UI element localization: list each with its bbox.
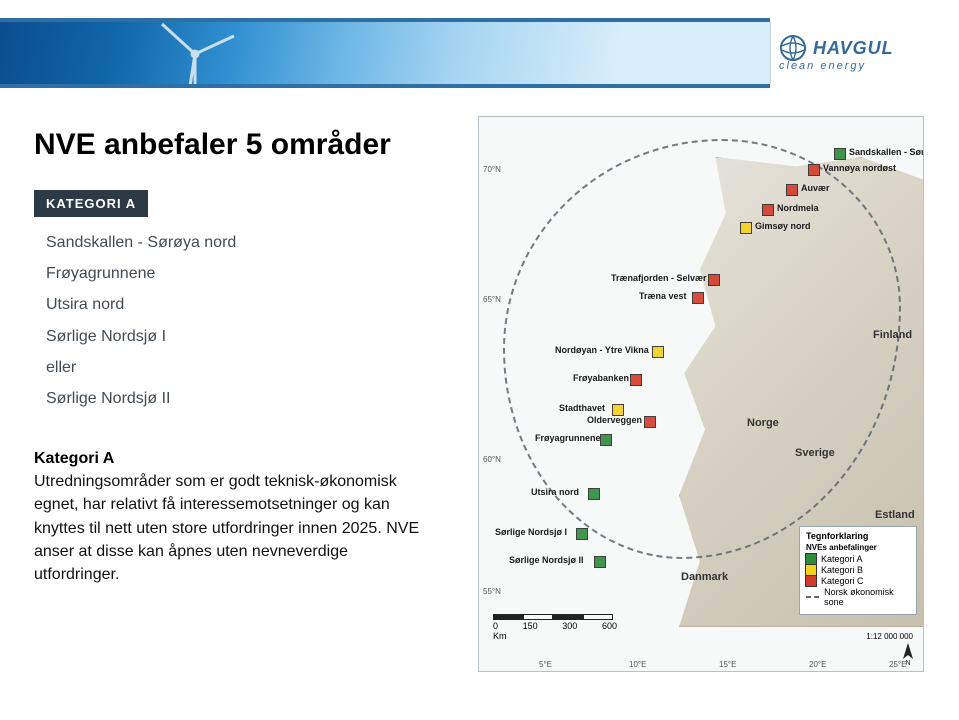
site-marker bbox=[709, 275, 719, 285]
site-label: Frøyagrunnene bbox=[535, 433, 601, 443]
site-marker bbox=[763, 205, 773, 215]
country-label-sverige: Sverige bbox=[795, 447, 835, 459]
legend-subtitle: NVEs anbefalinger bbox=[806, 543, 910, 552]
list-item: Sørlige Nordsjø II bbox=[46, 383, 464, 414]
site-marker bbox=[613, 405, 623, 415]
site-marker bbox=[631, 375, 641, 385]
map-panel: 70°N 65°N 60°N 55°N 5°E 10°E 15°E 20°E 2… bbox=[478, 116, 924, 672]
site-marker bbox=[693, 293, 703, 303]
header-bottom-stripe bbox=[0, 84, 770, 88]
legend-row: Kategori A bbox=[806, 554, 910, 564]
list-item: Sandskallen - Sørøya nord bbox=[46, 227, 464, 258]
legend-row: Kategori B bbox=[806, 565, 910, 575]
country-label-norge: Norge bbox=[747, 417, 779, 429]
site-label: Auvær bbox=[801, 183, 830, 193]
site-marker bbox=[809, 165, 819, 175]
scale-tick: 300 bbox=[562, 621, 577, 631]
swatch-eez bbox=[806, 596, 819, 598]
site-marker bbox=[645, 417, 655, 427]
scale-tick: 0 bbox=[493, 621, 498, 631]
country-label-finland: Finland bbox=[873, 329, 912, 341]
legend-label: Kategori C bbox=[821, 576, 864, 586]
list-item: eller bbox=[46, 352, 464, 383]
site-marker bbox=[601, 435, 611, 445]
legend-label: Kategori A bbox=[821, 554, 863, 564]
site-marker bbox=[741, 223, 751, 233]
brand-name: HAVGUL bbox=[813, 38, 894, 59]
globe-icon bbox=[779, 34, 807, 62]
svg-text:N: N bbox=[905, 660, 910, 665]
header-photo bbox=[0, 22, 770, 84]
lon-tick: 20°E bbox=[809, 660, 826, 669]
country-label-estland: Estland bbox=[875, 509, 915, 521]
lon-tick: 15°E bbox=[719, 660, 736, 669]
swatch-a bbox=[806, 554, 816, 564]
site-marker bbox=[787, 185, 797, 195]
legend-label: Norsk økonomisk sone bbox=[824, 587, 910, 607]
site-label: Utsira nord bbox=[531, 487, 579, 497]
lat-tick: 55°N bbox=[483, 587, 501, 596]
swatch-c bbox=[806, 576, 816, 586]
category-badge: KATEGORI A bbox=[34, 190, 148, 217]
site-label: Stadthavet bbox=[559, 403, 605, 413]
list-item: Frøyagrunnene bbox=[46, 258, 464, 289]
brand-logo: HAVGUL clean energy bbox=[770, 22, 940, 84]
site-label: Sørlige Nordsjø II bbox=[509, 555, 584, 565]
lon-tick: 10°E bbox=[629, 660, 646, 669]
site-label: Vannøya nordøst bbox=[823, 163, 896, 173]
lat-tick: 65°N bbox=[483, 295, 501, 304]
list-item: Utsira nord bbox=[46, 289, 464, 320]
legend-row: Kategori C bbox=[806, 576, 910, 586]
country-label-danmark: Danmark bbox=[681, 571, 728, 583]
brand-tagline: clean energy bbox=[779, 60, 940, 72]
map-scale-ratio: 1:12 000 000 bbox=[866, 632, 913, 641]
category-list: Sandskallen - Sørøya nord Frøyagrunnene … bbox=[36, 221, 464, 424]
north-arrow-icon: N bbox=[899, 643, 917, 665]
description-block: Kategori A Utredningsområder som er godt… bbox=[34, 450, 464, 586]
site-label: Træna vest bbox=[639, 291, 687, 301]
lat-tick: 60°N bbox=[483, 455, 501, 464]
scale-unit: Km bbox=[493, 631, 507, 641]
description-body: Utredningsområder som er godt teknisk-øk… bbox=[34, 470, 429, 586]
site-label: Gimsøy nord bbox=[755, 221, 811, 231]
site-marker bbox=[577, 529, 587, 539]
description-title: Kategori A bbox=[34, 450, 464, 468]
scale-tick: 150 bbox=[523, 621, 538, 631]
site-label: Sandskallen - Sørøya nord bbox=[849, 147, 924, 157]
map-legend: Tegnforklaring NVEs anbefalinger Kategor… bbox=[799, 526, 917, 615]
page-title: NVE anbefaler 5 områder bbox=[34, 128, 464, 162]
map-scalebar: 0 150 300 600 Km bbox=[493, 614, 617, 641]
site-label: Trænafjorden - Selvær bbox=[611, 273, 707, 283]
header-band: HAVGUL clean energy bbox=[0, 22, 959, 84]
wind-turbine-icon bbox=[150, 22, 240, 84]
lat-tick: 70°N bbox=[483, 165, 501, 174]
site-marker bbox=[653, 347, 663, 357]
site-marker bbox=[595, 557, 605, 567]
site-label: Sørlige Nordsjø I bbox=[495, 527, 567, 537]
site-label: Olderveggen bbox=[587, 415, 642, 425]
site-label: Nordøyan - Ytre Vikna bbox=[555, 345, 649, 355]
legend-row: Norsk økonomisk sone bbox=[806, 587, 910, 607]
site-marker bbox=[589, 489, 599, 499]
site-marker bbox=[835, 149, 845, 159]
lon-tick: 5°E bbox=[539, 660, 552, 669]
main-content: NVE anbefaler 5 områder KATEGORI A Sands… bbox=[34, 128, 464, 586]
list-item: Sørlige Nordsjø I bbox=[46, 321, 464, 352]
legend-title: Tegnforklaring bbox=[806, 531, 910, 541]
scale-tick: 600 bbox=[602, 621, 617, 631]
swatch-b bbox=[806, 565, 816, 575]
legend-label: Kategori B bbox=[821, 565, 863, 575]
site-label: Nordmela bbox=[777, 203, 819, 213]
site-label: Frøyabanken bbox=[573, 373, 629, 383]
